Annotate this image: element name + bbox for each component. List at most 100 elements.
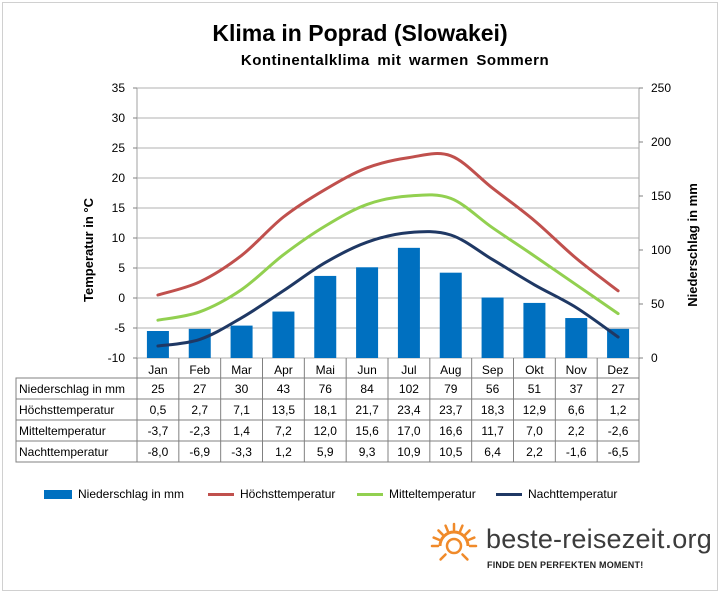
bar-mai xyxy=(314,275,337,358)
table-row-label: Nachttemperatur xyxy=(19,445,108,459)
table-cell: -1,6 xyxy=(566,445,587,459)
plot-area xyxy=(136,87,640,359)
table-cell: 11,7 xyxy=(481,424,504,438)
table-cell: 51 xyxy=(528,382,542,396)
table-cell: 56 xyxy=(486,382,500,396)
y-right-tick-label: 0 xyxy=(651,351,658,365)
sun-ray xyxy=(458,524,464,533)
table-cell: 25 xyxy=(151,382,165,396)
x-tick-label: Jan xyxy=(148,363,167,377)
table-cell: -6,9 xyxy=(189,445,210,459)
y-left-tick-label: 20 xyxy=(112,171,126,185)
table-row-label: Niederschlag in mm xyxy=(19,382,125,396)
brand-name: beste-reisezeit.org xyxy=(486,524,712,554)
table-cell: 10,5 xyxy=(439,445,463,459)
chart-title: Klima in Poprad (Slowakei) xyxy=(212,20,508,46)
table-cell: 12,0 xyxy=(314,424,338,438)
legend-item: Nachttemperatur xyxy=(496,487,617,501)
line-mitteltemperatur xyxy=(156,193,620,322)
table-cell: 1,4 xyxy=(233,424,250,438)
sun-ray xyxy=(467,536,476,542)
x-tick-label: Sep xyxy=(482,363,504,377)
y-right-tick-label: 50 xyxy=(651,297,665,311)
y-right-axis-title: Niederschlag in mm xyxy=(685,183,700,307)
y-left-tick-label: 0 xyxy=(118,291,125,305)
x-tick-label: Feb xyxy=(189,363,210,377)
table-cell: 2,2 xyxy=(526,445,543,459)
table-cell: 21,7 xyxy=(355,403,379,417)
brand-logo[interactable]: beste-reisezeit.org FINDE DEN PERFEKTEN … xyxy=(430,520,720,580)
line-nachttemperatur xyxy=(156,230,620,348)
legend-label: Nachttemperatur xyxy=(528,487,618,501)
bar-jul xyxy=(397,247,420,358)
y-right-tick-label: 100 xyxy=(651,243,671,257)
table-cell: 6,6 xyxy=(568,403,585,417)
bar-jun xyxy=(356,267,379,358)
table-row-label: Mitteltemperatur xyxy=(19,424,106,438)
table-cell: 1,2 xyxy=(275,445,292,459)
table-cell: 18,1 xyxy=(314,403,338,417)
sun-ray xyxy=(439,553,447,561)
legend-label: Niederschlag in mm xyxy=(78,487,185,501)
table-row-label: Höchsttemperatur xyxy=(19,403,114,417)
y-right-tick-label: 150 xyxy=(651,189,671,203)
sun-ray xyxy=(432,536,441,542)
table-cell: 7,1 xyxy=(233,403,250,417)
y-left-axis-title: Temperatur in °C xyxy=(81,197,96,302)
table-cell: 1,2 xyxy=(610,403,627,417)
table-cell: -2,6 xyxy=(608,424,629,438)
table-cell: 13,5 xyxy=(272,403,296,417)
table-cell: 27 xyxy=(193,382,207,396)
legend-line-swatch xyxy=(496,492,522,496)
bar-dez xyxy=(607,328,630,358)
x-tick-label: Nov xyxy=(566,363,587,377)
y-left-tick-label: 5 xyxy=(118,261,125,275)
table-cell: 7,0 xyxy=(526,424,543,438)
bar-okt xyxy=(523,302,546,358)
table-cell: 76 xyxy=(319,382,333,396)
x-tick-label: Dez xyxy=(607,363,628,377)
table-cell: 23,7 xyxy=(439,403,463,417)
bar-feb xyxy=(188,328,211,358)
table-cell: 27 xyxy=(611,382,625,396)
y-left-tick-label: -5 xyxy=(114,321,125,335)
bar-apr xyxy=(272,311,295,358)
y-right-tick-label: 200 xyxy=(651,135,671,149)
y-left-tick-label: 15 xyxy=(112,201,126,215)
chart-subtitle: Kontinentalklima mit warmen Sommern xyxy=(240,52,550,69)
sun-ray xyxy=(444,524,450,533)
y-left-tick-label: -10 xyxy=(108,351,126,365)
y-left-tick-label: 35 xyxy=(112,81,126,95)
legend-item: Mitteltemperatur xyxy=(357,487,476,501)
table-cell: 84 xyxy=(360,382,374,396)
legend-label: Mitteltemperatur xyxy=(389,487,476,501)
table-cell: -3,3 xyxy=(231,445,252,459)
x-tick-label: Aug xyxy=(440,363,461,377)
table-cell: 16,6 xyxy=(439,424,463,438)
sun-ray xyxy=(461,553,469,561)
table-cell: 7,2 xyxy=(275,424,292,438)
table-cell: 79 xyxy=(444,382,458,396)
y-left-tick-label: 30 xyxy=(112,111,126,125)
line-h-chsttemperatur xyxy=(156,152,620,297)
table-cell: 2,7 xyxy=(191,403,208,417)
table-cell: 37 xyxy=(570,382,584,396)
sun-ray xyxy=(464,529,471,536)
table-cell: 6,4 xyxy=(484,445,501,459)
legend-item: Niederschlag in mm xyxy=(44,487,184,501)
x-tick-label: Apr xyxy=(274,363,293,377)
table-cell: 15,6 xyxy=(355,424,379,438)
y-left-tick-label: 25 xyxy=(112,141,126,155)
y-right-tick-label: 250 xyxy=(651,81,671,95)
table-cell: 0,5 xyxy=(150,403,167,417)
table-cell: 30 xyxy=(235,382,249,396)
x-tick-label: Jun xyxy=(357,363,376,377)
table-cell: 18,3 xyxy=(481,403,505,417)
bar-mar xyxy=(230,325,253,358)
table-cell: 12,9 xyxy=(523,403,547,417)
x-tick-label: Mai xyxy=(316,363,335,377)
x-tick-label: Jul xyxy=(401,363,416,377)
legend-label: Höchsttemperatur xyxy=(240,487,336,501)
x-tick-label: Mar xyxy=(231,363,252,377)
